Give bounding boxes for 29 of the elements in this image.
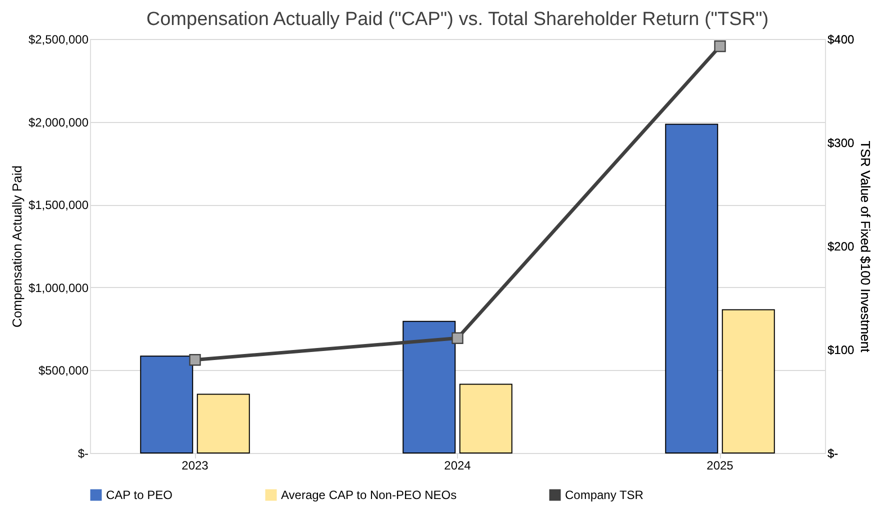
legend-label: CAP to PEO — [106, 488, 172, 502]
bar — [722, 309, 775, 454]
y-tick-label: $2,500,000 — [28, 32, 89, 46]
bar — [140, 356, 194, 454]
bar — [665, 124, 718, 454]
x-tick-label: 2025 — [706, 458, 734, 472]
y2-tick-label: $200 — [828, 240, 855, 254]
y2-tick-label: $300 — [828, 136, 855, 150]
bar — [459, 384, 512, 454]
y-tick-label: $1,500,000 — [28, 198, 89, 212]
y-tick-label: $2,000,000 — [28, 115, 89, 130]
bar — [196, 394, 250, 454]
y2-tick-label: $- — [828, 446, 838, 460]
y-tick-label: $500,000 — [38, 364, 89, 378]
y2-axis-title: TSR Value of Fixed $100 Investment — [858, 140, 874, 353]
y-tick-label: $- — [78, 446, 88, 460]
point — [452, 332, 464, 344]
y2-tick-label: $100 — [828, 343, 855, 357]
point — [189, 354, 201, 366]
legend-label: Company TSR — [565, 488, 644, 502]
x-tick-label: 2023 — [182, 458, 209, 472]
bar — [402, 320, 456, 454]
point — [714, 40, 726, 52]
legend-label: Average CAP to Non-PEO NEOs — [281, 488, 457, 502]
x-tick-label: 2024 — [444, 458, 472, 472]
y-tick-label: $1,000,000 — [28, 280, 89, 295]
y-axis-title: Compensation Actually Paid — [9, 166, 24, 328]
y2-tick-label: $400 — [828, 32, 855, 46]
chart-title: Compensation Actually Paid ("CAP") vs. Total Shareholder Return ("TSR") — [146, 9, 769, 30]
